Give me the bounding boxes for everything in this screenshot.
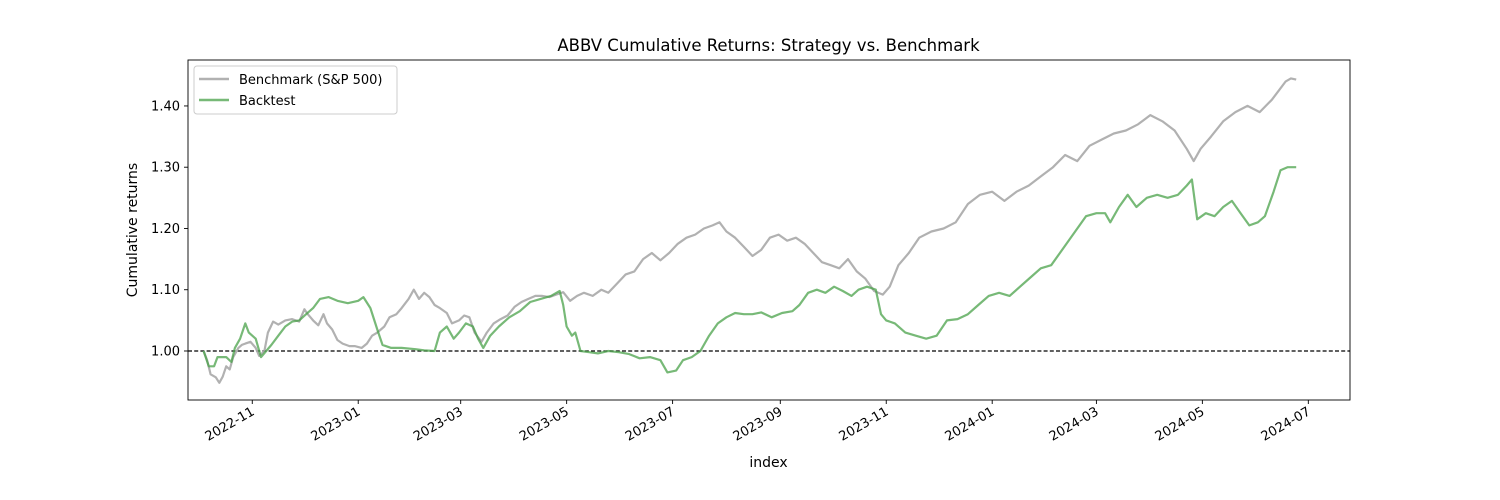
y-axis-label: Cumulative returns [125,163,141,297]
series-line-benchmark [202,77,1297,384]
chart-title: ABBV Cumulative Returns: Strategy vs. Be… [557,36,980,55]
legend-label: Backtest [239,94,296,109]
legend-box [193,65,398,115]
y-tick-label: 1.40 [151,99,180,114]
y-tick-label: 1.10 [151,283,180,298]
y-tick-label: 1.20 [151,222,180,237]
series-line-backtest [202,166,1297,374]
x-axis-label: index [749,455,787,471]
y-tick-label: 1.30 [151,161,180,176]
legend-label: Benchmark (S&P 500) [239,73,383,88]
y-tick-label: 1.00 [151,344,180,359]
plot-frame [187,59,1351,401]
